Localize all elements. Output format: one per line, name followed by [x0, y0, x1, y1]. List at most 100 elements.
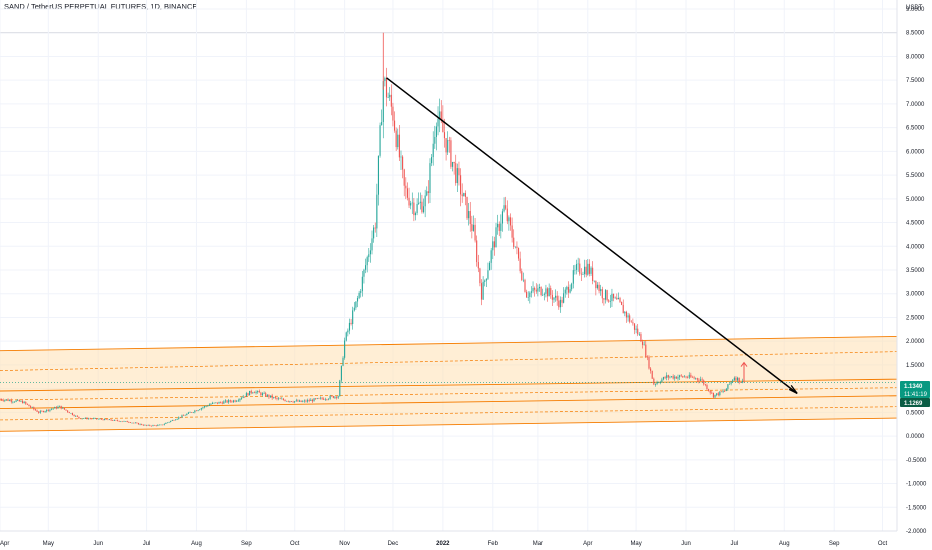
- candle-body: [732, 380, 734, 382]
- candle-body: [506, 208, 508, 222]
- y-tick-label: 1.5000: [906, 363, 925, 369]
- candle-body: [387, 97, 389, 98]
- candle-body: [210, 403, 212, 405]
- candle-body: [9, 400, 11, 401]
- candle-body: [714, 394, 716, 398]
- candle-body: [672, 376, 674, 379]
- candle-body: [429, 163, 431, 193]
- candle-body: [733, 377, 735, 381]
- x-tick-label: Jun: [93, 541, 103, 547]
- candle-body: [393, 120, 396, 131]
- time-axis[interactable]: Apr May Jun Jul Aug Sep Oct Nov Dec 2022 Feb Mar Apr…: [0, 541, 888, 547]
- candle-body: [511, 225, 513, 238]
- secondary-price-tag: 1.1269: [900, 398, 930, 407]
- candle-body: [99, 418, 101, 420]
- candle-body: [535, 289, 537, 292]
- candle-body: [604, 290, 607, 300]
- candle-body: [75, 415, 77, 417]
- candle-body: [302, 401, 304, 402]
- candle-body: [456, 168, 458, 184]
- candle-body: [12, 401, 14, 403]
- y-tick-label: 3.5000: [906, 268, 925, 274]
- candle-body: [81, 418, 83, 420]
- candle-body: [463, 193, 465, 197]
- candle-body: [543, 293, 545, 295]
- candle-body: [551, 294, 553, 300]
- candle-body: [443, 132, 446, 139]
- candle-body: [625, 311, 628, 318]
- candle-body: [685, 376, 687, 378]
- candle-body: [313, 398, 315, 402]
- candle-body: [150, 425, 152, 427]
- candle-body: [59, 405, 61, 407]
- candle-body: [102, 419, 104, 421]
- candle-body: [366, 257, 368, 266]
- candle-body: [358, 292, 360, 299]
- candle-body: [735, 377, 737, 381]
- candle-body: [10, 400, 12, 402]
- candle-body: [575, 264, 578, 270]
- candle-body: [284, 399, 286, 402]
- candle-body: [606, 290, 608, 301]
- candle-body: [203, 406, 206, 408]
- candle-body: [708, 389, 710, 391]
- candle-body: [168, 421, 170, 423]
- candle-body: [461, 194, 463, 197]
- candle-body: [616, 297, 618, 300]
- candle-body: [600, 289, 602, 292]
- candle-body: [186, 413, 188, 416]
- candle-body: [218, 402, 220, 404]
- candle-body: [613, 293, 615, 299]
- candle-body: [86, 417, 88, 420]
- price-channel: [0, 335, 898, 432]
- candle-body: [110, 419, 112, 421]
- candle-body: [316, 398, 318, 399]
- candle-body: [57, 406, 59, 409]
- candle-body: [382, 81, 384, 122]
- candle-body: [141, 423, 143, 425]
- candle-body: [232, 400, 235, 402]
- candle-body: [704, 384, 706, 385]
- candle-body: [319, 397, 322, 399]
- candle-body: [184, 415, 186, 416]
- candle-body: [234, 400, 236, 402]
- candle-body: [682, 376, 684, 378]
- channel-dashed-line: [0, 387, 898, 401]
- candle-body: [360, 291, 362, 293]
- candle-body: [677, 377, 679, 379]
- candle-body: [255, 391, 257, 394]
- candle-body: [112, 420, 114, 421]
- candle-body: [545, 288, 547, 294]
- candle-body: [162, 424, 164, 426]
- candle-body: [229, 400, 231, 402]
- candle-body: [20, 400, 22, 402]
- candle-body: [727, 384, 729, 389]
- candle-body: [332, 396, 334, 398]
- candle-body: [78, 416, 80, 419]
- candle-body: [91, 418, 93, 420]
- price-axis[interactable]: 9.0000 8.5000 8.0000 7.5000 7.0000 6.5000 6.00…: [906, 7, 927, 535]
- y-tick-label: -2.0000: [906, 529, 927, 535]
- candle-body: [650, 368, 652, 371]
- candle-body: [13, 401, 16, 403]
- candle-body: [105, 418, 107, 420]
- candle-body: [191, 412, 193, 413]
- candle-body: [447, 140, 449, 153]
- candle-body: [414, 213, 417, 216]
- candle-body: [253, 392, 256, 394]
- candle-body: [426, 191, 428, 196]
- candle-body: [464, 193, 466, 197]
- candle-body: [719, 391, 721, 396]
- channel-line: [0, 378, 898, 392]
- candle-body: [580, 273, 582, 275]
- candle-body: [709, 390, 711, 393]
- candle-body: [281, 398, 283, 400]
- y-tick-label: 0.0000: [906, 434, 925, 440]
- candle-body: [144, 424, 146, 426]
- candle-body: [699, 379, 702, 381]
- candle-body: [240, 397, 243, 399]
- candle-body: [439, 111, 441, 119]
- y-tick-label: 4.0000: [906, 244, 925, 250]
- candle-body: [683, 376, 685, 378]
